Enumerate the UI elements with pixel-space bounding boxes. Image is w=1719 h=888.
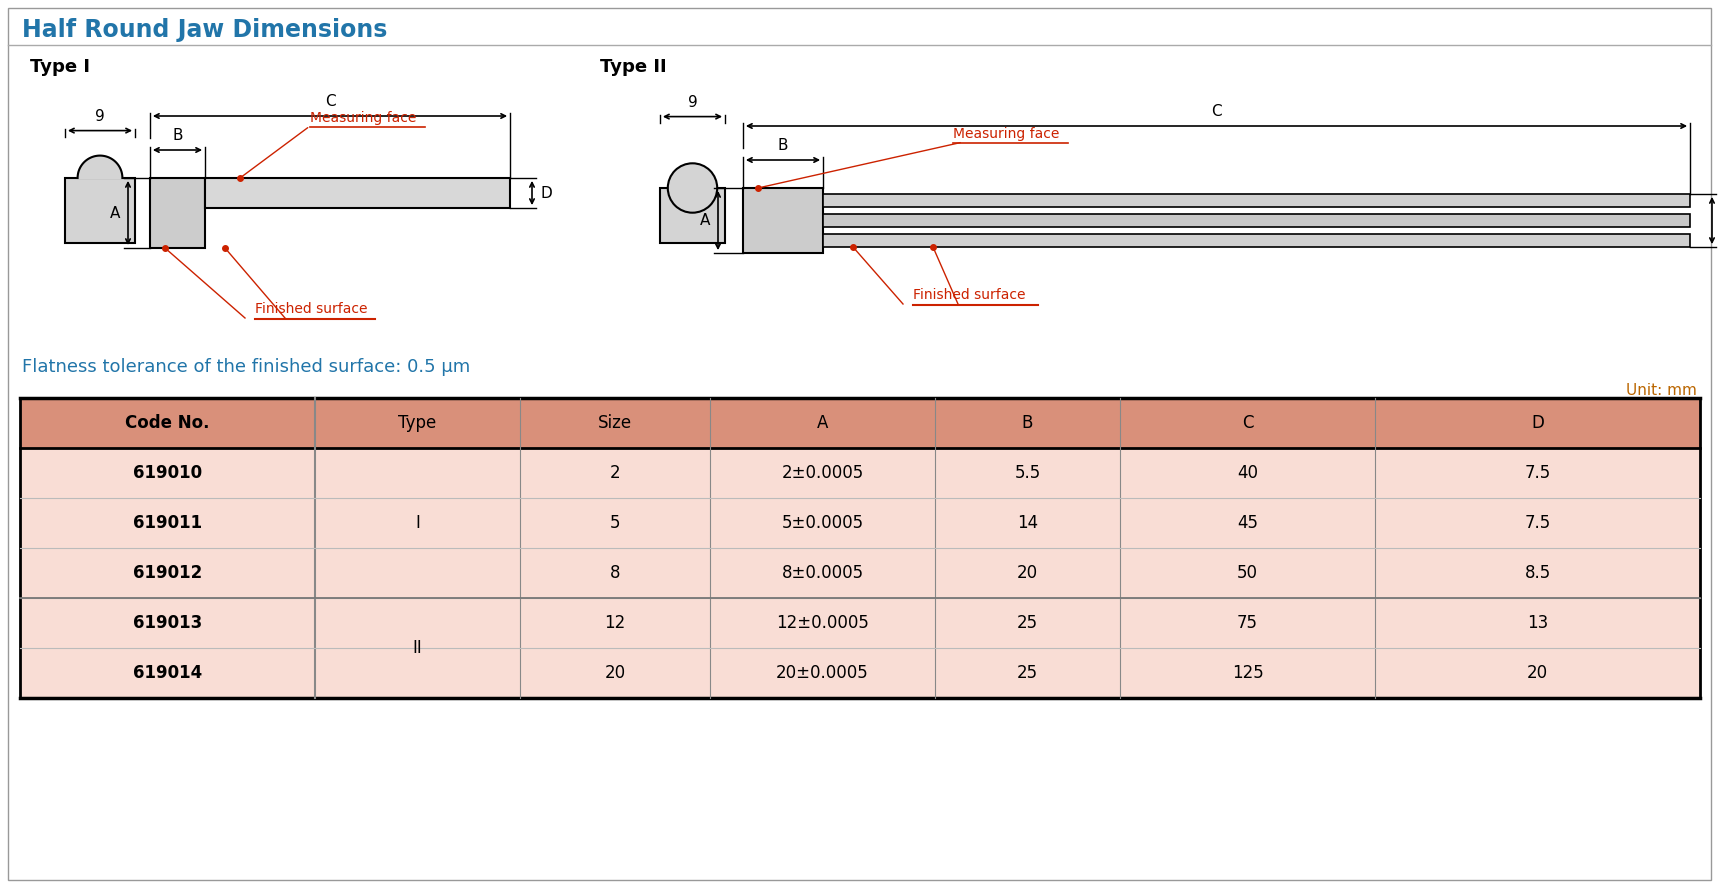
Text: 619011: 619011 (132, 514, 203, 532)
Text: 7.5: 7.5 (1525, 514, 1551, 532)
Text: 20: 20 (605, 664, 626, 682)
Text: A: A (110, 205, 120, 220)
Polygon shape (77, 155, 122, 178)
Text: 2±0.0005: 2±0.0005 (782, 464, 863, 482)
Text: 50: 50 (1238, 564, 1258, 582)
Text: 619014: 619014 (132, 664, 203, 682)
Text: 5: 5 (610, 514, 621, 532)
Text: 20: 20 (1018, 564, 1038, 582)
Text: Measuring face: Measuring face (952, 127, 1059, 141)
Text: 13: 13 (1526, 614, 1549, 632)
Text: 125: 125 (1231, 664, 1263, 682)
Text: B: B (1021, 414, 1033, 432)
Text: 5±0.0005: 5±0.0005 (782, 514, 863, 532)
Text: 25: 25 (1018, 614, 1038, 632)
Text: A: A (700, 213, 710, 228)
Bar (21, 498, 1700, 548)
Text: B: B (172, 128, 182, 143)
Text: 7.5: 7.5 (1525, 464, 1551, 482)
Text: Unit: mm: Unit: mm (1626, 383, 1697, 398)
Bar (823, 214, 1690, 227)
Text: C: C (1241, 414, 1253, 432)
Text: 9: 9 (95, 108, 105, 123)
Bar (21, 448, 1700, 498)
Text: 25: 25 (1018, 664, 1038, 682)
Text: 5.5: 5.5 (1014, 464, 1040, 482)
Bar (21, 548, 1700, 598)
Text: D: D (540, 186, 552, 201)
Bar (21, 598, 1700, 648)
Text: Type II: Type II (600, 58, 667, 76)
Bar (205, 178, 511, 208)
Text: Type: Type (399, 414, 437, 432)
Text: Code No.: Code No. (125, 414, 210, 432)
Bar (21, 398, 1700, 448)
Text: D: D (1532, 414, 1544, 432)
Text: 12±0.0005: 12±0.0005 (775, 614, 868, 632)
Text: 619012: 619012 (132, 564, 203, 582)
Text: Half Round Jaw Dimensions: Half Round Jaw Dimensions (22, 18, 387, 42)
Text: Flatness tolerance of the finished surface: 0.5 μm: Flatness tolerance of the finished surfa… (22, 358, 471, 376)
Text: 8.5: 8.5 (1525, 564, 1551, 582)
Text: C: C (1212, 104, 1222, 119)
Text: 619013: 619013 (132, 614, 203, 632)
Bar (823, 234, 1690, 247)
Text: Finished surface: Finished surface (254, 302, 368, 316)
Text: 8±0.0005: 8±0.0005 (782, 564, 863, 582)
Text: 9: 9 (688, 95, 698, 109)
Text: 45: 45 (1238, 514, 1258, 532)
Text: Size: Size (598, 414, 633, 432)
Text: I: I (414, 514, 419, 532)
Bar (743, 188, 823, 253)
Text: 20±0.0005: 20±0.0005 (775, 664, 868, 682)
Text: B: B (777, 138, 789, 153)
Text: Finished surface: Finished surface (913, 288, 1026, 302)
Bar (21, 648, 1700, 698)
Text: 2: 2 (610, 464, 621, 482)
Text: C: C (325, 94, 335, 109)
Text: 75: 75 (1238, 614, 1258, 632)
Bar (150, 178, 205, 248)
Bar (660, 188, 725, 243)
Text: 14: 14 (1018, 514, 1038, 532)
Bar (65, 178, 136, 243)
Text: 20: 20 (1526, 664, 1549, 682)
Circle shape (667, 163, 717, 213)
Text: 40: 40 (1238, 464, 1258, 482)
Text: Type I: Type I (29, 58, 89, 76)
Bar (823, 194, 1690, 207)
Text: 8: 8 (610, 564, 621, 582)
Text: 619010: 619010 (132, 464, 203, 482)
Text: 12: 12 (605, 614, 626, 632)
Text: Measuring face: Measuring face (309, 111, 416, 125)
Text: A: A (817, 414, 829, 432)
Text: II: II (413, 639, 423, 657)
